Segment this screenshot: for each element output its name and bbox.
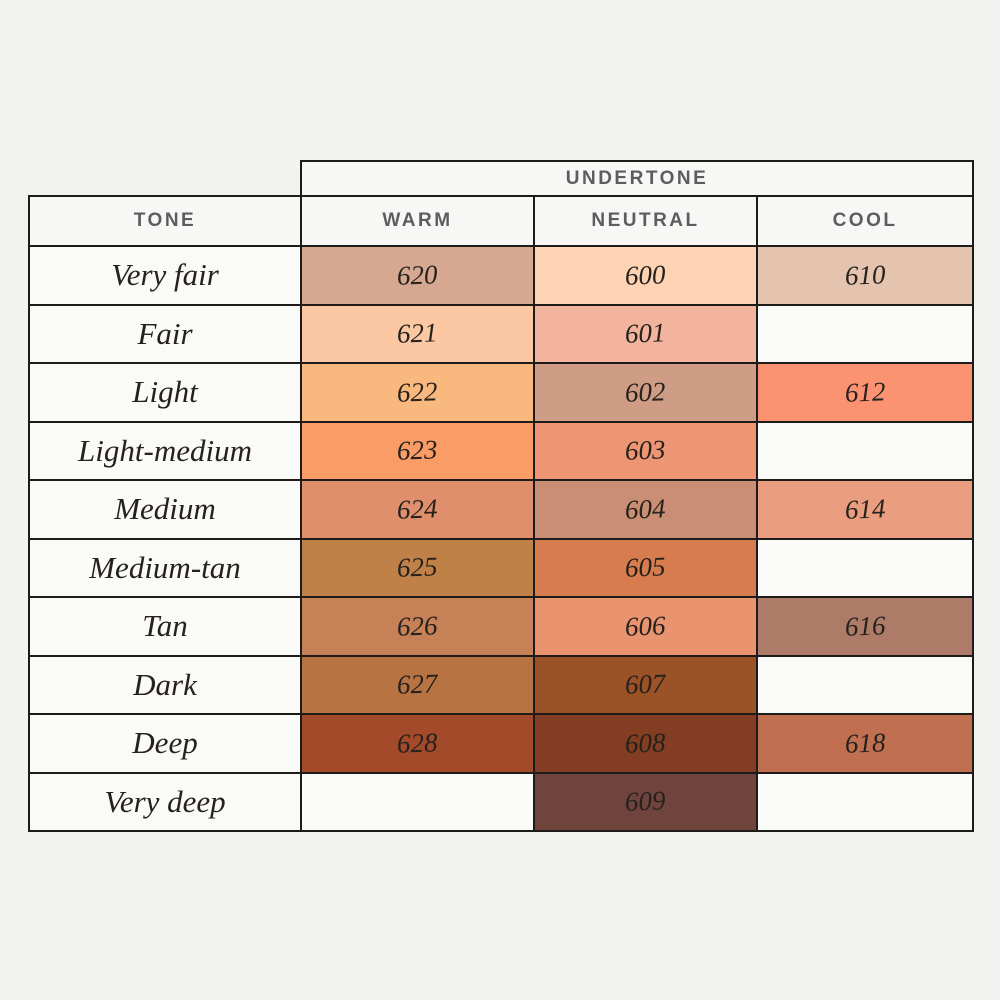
shade-number: 607 <box>624 668 667 700</box>
table-row: Light 622 602 612 <box>28 362 975 423</box>
shade-swatch-624: 624 <box>300 479 535 540</box>
shade-number: 614 <box>844 493 886 525</box>
tone-label: Very deep <box>28 771 302 832</box>
shade-number: 628 <box>396 727 439 759</box>
tone-label: Light <box>28 362 302 423</box>
empty-cell <box>755 420 975 481</box>
shade-swatch-604: 604 <box>533 479 758 540</box>
shade-number: 601 <box>624 317 667 349</box>
empty-cell <box>755 303 975 364</box>
shade-swatch-625: 625 <box>300 537 535 598</box>
tone-label: Light-medium <box>28 420 302 481</box>
shade-swatch-610: 610 <box>755 245 975 306</box>
tone-label: Deep <box>28 713 302 774</box>
shade-number: 609 <box>624 785 667 817</box>
empty-cell <box>755 771 975 832</box>
shade-number: 627 <box>396 668 439 700</box>
tone-label: Medium-tan <box>28 537 302 598</box>
empty-cell <box>755 537 975 598</box>
table-row: Very deep 609 <box>28 771 975 832</box>
shade-swatch-622: 622 <box>300 362 535 423</box>
table-row: Deep 628 608 618 <box>28 713 975 774</box>
tone-label: Medium <box>28 479 302 540</box>
shade-number: 603 <box>624 434 667 466</box>
shade-swatch-602: 602 <box>533 362 758 423</box>
shade-swatch-601: 601 <box>533 303 758 364</box>
table-row: Medium 624 604 614 <box>28 479 975 540</box>
shade-number: 604 <box>624 493 667 525</box>
table-row: Very fair 620 600 610 <box>28 245 975 306</box>
neutral-column-header: NEUTRAL <box>533 195 758 247</box>
shade-number: 620 <box>396 259 439 291</box>
warm-column-header: WARM <box>300 195 535 247</box>
shade-swatch-621: 621 <box>300 303 535 364</box>
shade-number: 616 <box>844 610 886 642</box>
table-row: Light-medium 623 603 <box>28 420 975 481</box>
table-row: Fair 621 601 <box>28 303 975 364</box>
shade-number: 605 <box>624 551 667 583</box>
table-row: Dark 627 607 <box>28 654 975 715</box>
shade-number: 623 <box>396 434 439 466</box>
shade-number: 612 <box>844 376 886 408</box>
shade-swatch-609: 609 <box>533 771 758 832</box>
tone-label: Tan <box>28 596 302 657</box>
shade-number: 606 <box>624 610 667 642</box>
shade-number: 622 <box>396 376 439 408</box>
shade-swatch-608: 608 <box>533 713 758 774</box>
tone-label: Very fair <box>28 245 302 306</box>
shade-swatch-620: 620 <box>300 245 535 306</box>
shade-swatch-612: 612 <box>755 362 975 423</box>
empty-cell <box>755 654 975 715</box>
shade-number: 626 <box>396 610 439 642</box>
tone-column-header: TONE <box>28 195 302 247</box>
shade-number: 600 <box>624 259 667 291</box>
shade-number: 625 <box>396 551 439 583</box>
shade-swatch-606: 606 <box>533 596 758 657</box>
corner-blank <box>29 161 301 196</box>
empty-cell <box>300 771 535 832</box>
shade-swatch-614: 614 <box>755 479 975 540</box>
shade-number: 610 <box>844 259 886 291</box>
shade-number: 602 <box>624 376 667 408</box>
undertone-group-header: UNDERTONE <box>299 160 975 197</box>
cool-column-header: COOL <box>755 195 975 247</box>
shade-swatch-616: 616 <box>755 596 975 657</box>
shade-swatch-607: 607 <box>533 654 758 715</box>
shade-swatch-623: 623 <box>300 420 535 481</box>
shade-swatch-628: 628 <box>300 713 535 774</box>
shade-swatch-626: 626 <box>300 596 535 657</box>
shade-number: 621 <box>396 317 439 349</box>
tone-label: Dark <box>28 654 302 715</box>
shade-number: 624 <box>396 493 439 525</box>
shade-swatch-603: 603 <box>533 420 758 481</box>
shade-number: 608 <box>624 727 667 759</box>
table-row: Tan 626 606 616 <box>28 596 975 657</box>
foundation-shade-table: UNDERTONE TONE WARM NEUTRAL COOL Very fa… <box>28 160 975 832</box>
shade-swatch-618: 618 <box>755 713 975 774</box>
shade-swatch-600: 600 <box>533 245 758 306</box>
table-row: Medium-tan 625 605 <box>28 537 975 598</box>
shade-swatch-605: 605 <box>533 537 758 598</box>
column-header-row: TONE WARM NEUTRAL COOL <box>28 195 975 247</box>
tone-label: Fair <box>28 303 302 364</box>
shade-number: 618 <box>844 727 886 759</box>
undertone-group-row: UNDERTONE <box>29 160 975 197</box>
shade-swatch-627: 627 <box>300 654 535 715</box>
